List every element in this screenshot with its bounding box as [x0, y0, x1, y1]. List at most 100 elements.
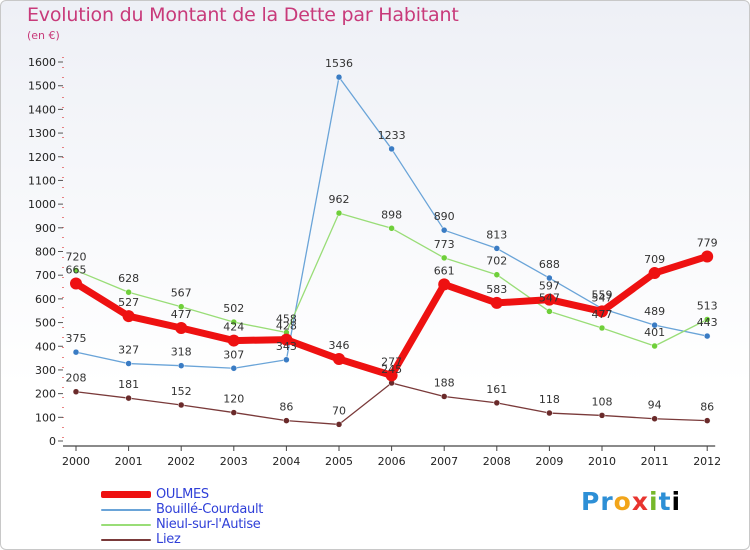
data-label-nieul-sur-l-autise: 567	[171, 287, 192, 300]
data-point-liez	[440, 393, 448, 400]
data-point-oulmes	[227, 334, 240, 347]
data-point-liez	[335, 421, 343, 428]
y-tick-label: 1300	[28, 127, 56, 140]
data-label-nieul-sur-l-autise: 477	[592, 308, 613, 321]
data-point-oulmes	[333, 353, 345, 366]
data-label-liez: 86	[279, 401, 293, 414]
y-tick-label: 1500	[28, 80, 56, 93]
data-point-bouill-courdault	[651, 321, 658, 329]
data-point-bouill-courdault	[440, 226, 448, 234]
data-label-oulmes: 428	[276, 320, 297, 333]
data-label-bouill-courdault: 307	[223, 348, 244, 361]
data-label-oulmes: 277	[381, 355, 402, 368]
data-point-liez	[125, 394, 132, 402]
data-point-oulmes	[648, 267, 661, 280]
y-tick-label: 600	[35, 293, 56, 306]
data-point-oulmes	[543, 293, 556, 306]
data-point-bouill-courdault	[177, 362, 185, 369]
data-label-bouill-courdault: 890	[434, 210, 455, 223]
data-point-liez	[72, 388, 80, 395]
data-label-oulmes: 547	[592, 291, 613, 304]
data-label-liez: 181	[118, 378, 139, 391]
data-label-oulmes: 597	[539, 280, 560, 293]
data-point-oulmes	[175, 322, 188, 335]
data-label-nieul-sur-l-autise: 458	[276, 313, 297, 326]
data-point-nieul-sur-l-autise	[546, 308, 553, 315]
data-point-oulmes	[701, 250, 714, 263]
data-point-liez	[493, 399, 501, 407]
data-label-oulmes: 527	[118, 296, 139, 309]
data-label-oulmes: 665	[66, 263, 87, 276]
x-tick-label: 2001	[115, 455, 143, 468]
data-label-liez: 94	[648, 399, 662, 412]
y-tick-label: 900	[35, 222, 56, 235]
data-label-liez: 208	[66, 372, 87, 385]
legend-swatch-liez	[101, 539, 151, 541]
data-point-nieul-sur-l-autise	[598, 324, 606, 332]
data-label-liez: 70	[332, 404, 346, 417]
y-tick-label: 100	[35, 411, 56, 424]
x-tick-label: 2012	[693, 455, 721, 468]
y-tick-label: 1600	[28, 56, 56, 69]
data-label-oulmes: 779	[697, 236, 718, 249]
data-label-oulmes: 424	[223, 321, 244, 334]
data-label-nieul-sur-l-autise: 898	[381, 208, 402, 221]
legend-label-oulmes: OULMES	[156, 487, 209, 502]
data-label-nieul-sur-l-autise: 502	[223, 302, 244, 315]
chart-subtitle: (en €)	[27, 29, 60, 42]
data-point-oulmes	[596, 305, 608, 318]
data-point-nieul-sur-l-autise	[335, 209, 343, 217]
chart-title: Evolution du Montant de la Dette par Hab…	[27, 4, 459, 26]
data-label-nieul-sur-l-autise: 628	[118, 272, 139, 285]
data-point-nieul-sur-l-autise	[388, 225, 395, 232]
data-label-oulmes: 346	[329, 339, 350, 352]
y-tick-label: 1400	[28, 103, 56, 116]
data-point-oulmes	[385, 369, 398, 382]
data-point-bouill-courdault	[125, 360, 132, 367]
y-tick-label: 1200	[28, 151, 56, 164]
data-label-bouill-courdault: 813	[486, 228, 507, 241]
data-label-nieul-sur-l-autise: 513	[697, 299, 718, 312]
data-point-bouill-courdault	[335, 73, 343, 81]
data-label-oulmes: 477	[171, 308, 192, 321]
data-label-liez: 108	[592, 395, 613, 408]
legend-label-liez: Liez	[156, 532, 181, 547]
data-label-oulmes: 583	[486, 283, 507, 296]
y-tick-label: 200	[35, 388, 56, 401]
legend-label-nieul-sur-l-autise: Nieul-sur-l'Autise	[156, 517, 261, 532]
y-tick-label: 300	[35, 364, 56, 377]
data-point-nieul-sur-l-autise	[651, 342, 658, 350]
y-tick-label: 700	[35, 269, 56, 282]
data-label-nieul-sur-l-autise: 702	[486, 255, 507, 268]
x-tick-label: 2007	[430, 455, 458, 468]
data-point-oulmes	[122, 310, 135, 323]
proxiti-logo: Proxiti	[581, 487, 682, 516]
data-label-bouill-courdault: 688	[539, 258, 560, 271]
data-point-oulmes	[280, 333, 293, 346]
data-label-bouill-courdault: 327	[118, 344, 139, 357]
data-label-oulmes: 709	[644, 253, 665, 266]
data-label-liez: 120	[223, 393, 244, 406]
data-label-nieul-sur-l-autise: 773	[434, 238, 455, 251]
data-point-liez	[651, 415, 658, 422]
data-point-nieul-sur-l-autise	[703, 316, 711, 323]
y-tick-label: 800	[35, 246, 56, 259]
data-label-bouill-courdault: 559	[592, 289, 613, 302]
data-label-oulmes: 661	[434, 264, 455, 277]
data-label-bouill-courdault: 1536	[325, 57, 353, 70]
legend-label-bouille-courdault: Bouillé-Courdault	[156, 502, 264, 517]
x-tick-label: 2004	[272, 455, 300, 468]
y-tick-label: 0	[49, 435, 56, 448]
x-tick-label: 2009	[535, 455, 563, 468]
data-point-liez	[230, 409, 238, 416]
data-label-liez: 86	[700, 401, 714, 414]
x-tick-label: 2006	[378, 455, 406, 468]
x-tick-label: 2002	[167, 455, 195, 468]
data-label-bouill-courdault: 443	[697, 316, 718, 329]
data-point-bouill-courdault	[703, 332, 711, 340]
x-tick-label: 2010	[588, 455, 616, 468]
legend-swatch-bouille-courdault	[101, 509, 151, 511]
data-point-bouill-courdault	[546, 274, 553, 282]
data-label-nieul-sur-l-autise: 547	[539, 291, 560, 304]
